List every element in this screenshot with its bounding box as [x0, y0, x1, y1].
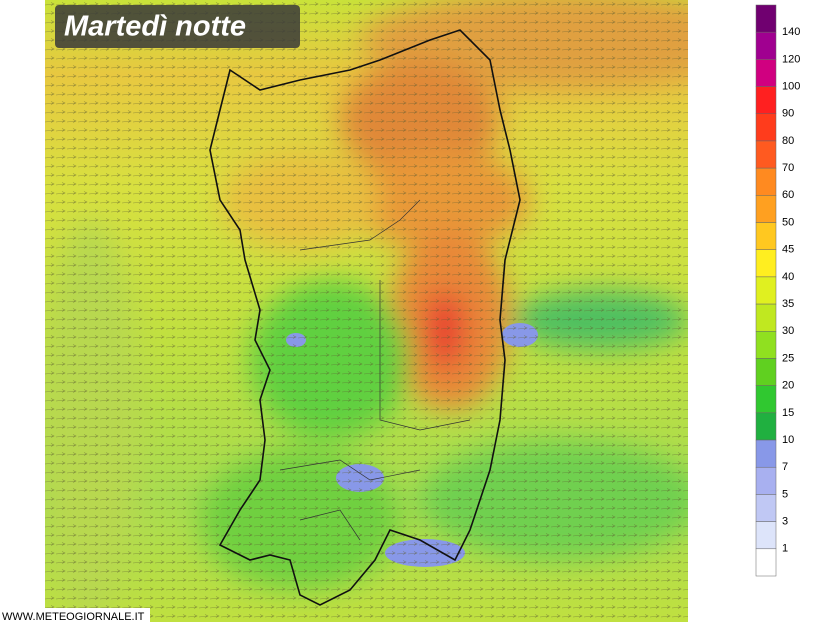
- legend-swatch: [755, 167, 777, 196]
- legend-swatch: [755, 86, 777, 115]
- legend-label: 10: [782, 434, 794, 446]
- legend-label: 140: [782, 26, 800, 38]
- legend-label: 7: [782, 461, 788, 473]
- legend-swatch: [755, 358, 777, 386]
- watermark: WWW.METEOGIORNALE.IT: [2, 611, 145, 623]
- watermark-box: [0, 608, 150, 624]
- legend-label: 3: [782, 516, 788, 528]
- title: Martedì notte: [64, 11, 246, 43]
- legend-swatch: [755, 439, 777, 468]
- legend-label: 60: [782, 189, 794, 201]
- legend-swatch: [755, 113, 777, 142]
- legend-swatch: [755, 195, 777, 223]
- title-box: [55, 5, 300, 48]
- legend-swatch: [755, 249, 777, 278]
- legend-label: 25: [782, 352, 794, 364]
- legend-label: 50: [782, 216, 794, 228]
- legend-swatch: [755, 548, 777, 577]
- legend-label: 40: [782, 271, 794, 283]
- legend-label: 1: [782, 543, 788, 555]
- legend-swatch: [755, 466, 777, 495]
- legend-label: 120: [782, 53, 800, 65]
- legend-swatch: [755, 412, 777, 441]
- legend-swatch: [755, 494, 777, 522]
- legend-swatch: [755, 331, 777, 359]
- legend-label: 80: [782, 135, 794, 147]
- legend-label: 100: [782, 80, 800, 92]
- legend-label: 5: [782, 488, 788, 500]
- map-field: [45, 0, 688, 622]
- legend-label: 30: [782, 325, 794, 337]
- legend-swatch: [755, 140, 777, 169]
- legend-label: 35: [782, 298, 794, 310]
- legend-label: 20: [782, 380, 794, 392]
- legend-swatch: [755, 31, 777, 60]
- legend-label: 45: [782, 244, 794, 256]
- legend-swatch: [755, 303, 777, 332]
- legend-label: 70: [782, 162, 794, 174]
- legend-swatch: [755, 521, 777, 550]
- legend-swatch: [755, 59, 777, 87]
- legend-swatch: [755, 4, 777, 33]
- legend: 140 120 100 90 80 70 60 50 45 40 35 30 25 20 15 10 7 5 3 1: [755, 4, 800, 577]
- legend-swatch: [755, 385, 777, 414]
- legend-swatch: [755, 222, 777, 250]
- legend-label: 90: [782, 108, 794, 120]
- legend-label: 15: [782, 407, 794, 419]
- legend-swatch: [755, 276, 777, 305]
